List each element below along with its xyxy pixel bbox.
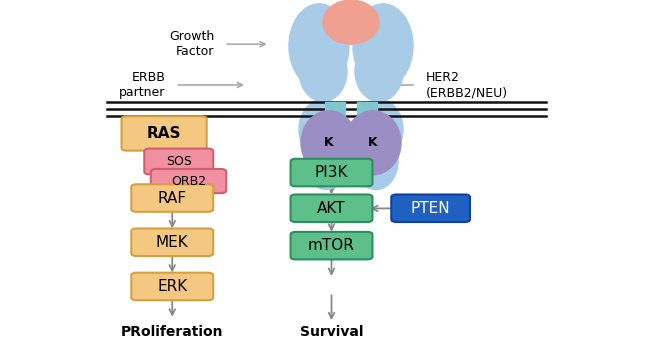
Text: PI3K: PI3K [315,165,348,180]
Text: Survival: Survival [300,324,363,339]
Ellipse shape [299,99,347,159]
Ellipse shape [301,111,357,175]
Ellipse shape [304,134,348,189]
Text: ERK: ERK [157,279,187,294]
Ellipse shape [353,4,413,88]
FancyBboxPatch shape [144,149,213,174]
FancyBboxPatch shape [291,159,372,186]
Ellipse shape [354,134,398,189]
Text: AKT: AKT [317,201,346,216]
Ellipse shape [299,41,347,101]
Ellipse shape [355,99,403,159]
FancyBboxPatch shape [131,228,213,256]
FancyBboxPatch shape [357,102,377,116]
Text: RAF: RAF [158,190,187,206]
Ellipse shape [323,0,379,44]
FancyBboxPatch shape [291,194,372,222]
Text: HER2
(ERBB2/NEU): HER2 (ERBB2/NEU) [426,71,508,99]
Ellipse shape [345,111,401,175]
Text: PRoliferation: PRoliferation [121,324,224,339]
Text: ERBB
partner: ERBB partner [120,71,166,99]
Text: SOS: SOS [166,155,192,168]
Text: RAS: RAS [147,126,181,141]
FancyBboxPatch shape [131,184,213,212]
FancyBboxPatch shape [151,169,226,193]
Text: mTOR: mTOR [308,238,355,253]
Text: K: K [368,136,378,149]
FancyBboxPatch shape [391,194,470,222]
Text: MEK: MEK [156,235,188,250]
Ellipse shape [289,4,349,88]
FancyBboxPatch shape [122,116,207,151]
Text: PTEN: PTEN [411,201,450,216]
Text: ORB2: ORB2 [171,174,206,188]
Text: K: K [324,136,334,149]
FancyBboxPatch shape [131,273,213,300]
Text: Growth
Factor: Growth Factor [169,30,214,58]
Ellipse shape [355,41,403,101]
FancyBboxPatch shape [325,102,345,116]
FancyBboxPatch shape [291,232,372,259]
